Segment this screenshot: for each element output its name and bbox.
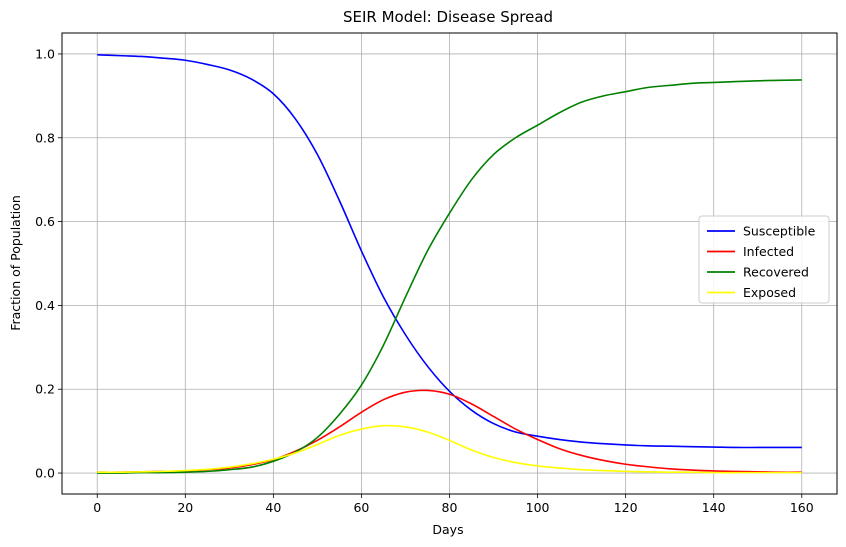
legend-label-infected: Infected bbox=[743, 244, 794, 259]
x-tick-label: 80 bbox=[442, 500, 458, 515]
y-tick-label: 0.2 bbox=[35, 382, 55, 397]
x-tick-label: 60 bbox=[353, 500, 369, 515]
x-tick-label: 20 bbox=[177, 500, 193, 515]
series-lines bbox=[97, 53, 802, 474]
y-tick-label: 0.8 bbox=[35, 130, 55, 145]
series-line-exposed bbox=[97, 424, 802, 474]
legend-label-exposed: Exposed bbox=[743, 285, 796, 300]
x-tick-label: 0 bbox=[93, 500, 101, 515]
legend-box bbox=[698, 215, 830, 304]
legend-label-susceptible: Susceptible bbox=[743, 224, 816, 239]
x-tick-label: 140 bbox=[702, 500, 726, 515]
series-line-recovered bbox=[97, 79, 802, 474]
legend: Susceptible Infected Recovered Exposed bbox=[698, 215, 830, 304]
chart-title: SEIR Model: Disease Spread bbox=[343, 8, 553, 26]
y-tick-label: 0.6 bbox=[35, 214, 55, 229]
y-axis-label: Fraction of Population bbox=[8, 195, 23, 331]
x-tick-label: 40 bbox=[265, 500, 281, 515]
x-tick-label: 100 bbox=[526, 500, 550, 515]
ticks: 0 20 40 60 80 100 120 140 160 0.0 0.2 0.4 0.6 0.8 1.0 bbox=[35, 46, 814, 515]
series-line-susceptible bbox=[97, 53, 802, 449]
x-tick-label: 160 bbox=[790, 500, 814, 515]
x-axis-label: Days bbox=[432, 522, 463, 537]
y-tick-label: 0.0 bbox=[35, 466, 55, 481]
legend-label-recovered: Recovered bbox=[743, 265, 809, 280]
y-tick-label: 0.4 bbox=[35, 298, 55, 313]
x-tick-label: 120 bbox=[614, 500, 638, 515]
y-tick-label: 1.0 bbox=[35, 46, 55, 61]
